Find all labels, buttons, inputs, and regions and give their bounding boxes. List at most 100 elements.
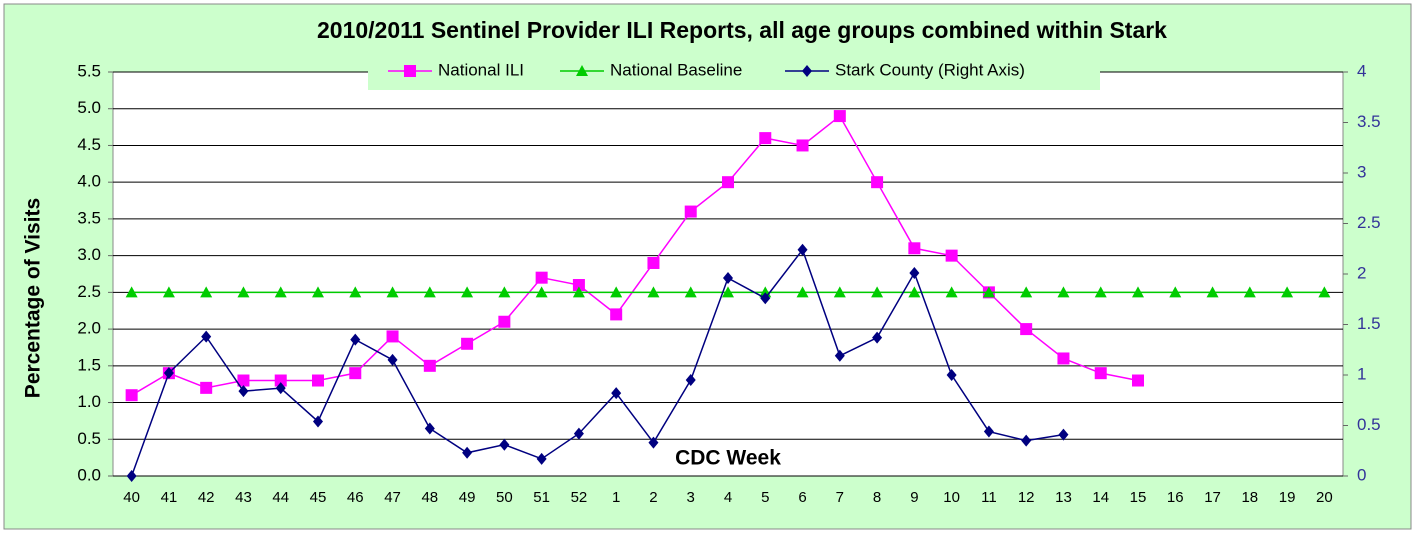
marker	[1020, 323, 1033, 336]
y-axis-label: Percentage of Visits	[22, 198, 45, 398]
marker	[684, 286, 697, 298]
x-tick-label: 2	[649, 489, 657, 506]
marker	[909, 266, 920, 279]
x-tick-label: 48	[421, 489, 438, 506]
marker	[722, 286, 734, 298]
marker	[946, 369, 957, 381]
marker	[572, 279, 585, 292]
x-tick-label: 3	[687, 489, 695, 506]
marker	[1094, 367, 1107, 380]
marker	[796, 286, 809, 298]
x-tick-label: 18	[1241, 489, 1258, 506]
marker	[423, 359, 436, 372]
marker	[871, 176, 884, 189]
x-tick-label: 17	[1204, 489, 1221, 506]
marker	[535, 286, 548, 298]
marker	[648, 436, 659, 449]
marker	[796, 139, 809, 152]
marker	[498, 315, 511, 328]
marker	[1094, 286, 1107, 298]
marker	[387, 353, 398, 366]
marker	[684, 205, 697, 218]
marker	[572, 286, 585, 298]
marker	[462, 446, 473, 459]
marker	[1206, 286, 1219, 298]
marker	[125, 286, 138, 298]
marker	[982, 286, 995, 298]
y2-tick-label: 1	[1357, 364, 1366, 383]
legend-marker	[576, 65, 588, 76]
marker	[201, 330, 212, 343]
marker	[610, 308, 623, 321]
marker	[1318, 286, 1331, 298]
marker	[685, 374, 696, 387]
marker	[1057, 286, 1070, 298]
marker	[945, 249, 958, 262]
x-tick-label: 16	[1167, 489, 1184, 506]
marker	[386, 330, 399, 343]
legend-label: National Baseline	[610, 60, 742, 79]
marker	[1281, 286, 1294, 298]
x-tick-label: 50	[496, 489, 513, 506]
legend-label: National ILI	[438, 60, 524, 79]
y2-tick-label: 0	[1357, 465, 1366, 484]
legend-box	[368, 54, 1100, 90]
x-tick-label: 52	[571, 489, 588, 506]
marker	[200, 381, 213, 394]
marker	[386, 286, 399, 298]
x-tick-label: 1	[612, 489, 620, 506]
x-tick-label: 12	[1018, 489, 1035, 506]
y-tick-label: 3.0	[77, 245, 101, 264]
y-tick-label: 1.0	[77, 392, 101, 411]
marker	[647, 256, 660, 269]
marker	[274, 286, 287, 298]
marker	[274, 374, 287, 387]
x-tick-label: 47	[384, 489, 401, 506]
marker	[1132, 374, 1144, 387]
marker	[872, 331, 883, 344]
marker	[833, 110, 846, 123]
y2-tick-label: 2.5	[1357, 213, 1381, 232]
y2-tick-label: 2	[1357, 263, 1366, 282]
x-tick-label: 5	[761, 489, 769, 506]
marker	[908, 242, 921, 255]
y2-tick-label: 3.5	[1357, 112, 1381, 131]
x-tick-label: 46	[347, 489, 364, 506]
marker	[1058, 428, 1069, 441]
x-tick-label: 45	[310, 489, 327, 506]
marker	[312, 286, 324, 298]
marker	[1169, 286, 1182, 298]
x-axis-label: CDC Week	[675, 447, 781, 470]
marker	[573, 427, 584, 440]
y2-tick-label: 1.5	[1357, 314, 1381, 333]
x-tick-label: 7	[836, 489, 844, 506]
y-tick-label: 5.0	[77, 98, 101, 117]
y2-tick-label: 0.5	[1357, 415, 1381, 434]
marker	[349, 286, 362, 298]
marker	[797, 243, 808, 256]
marker	[424, 422, 435, 435]
x-tick-label: 8	[873, 489, 881, 506]
marker	[162, 286, 175, 298]
marker	[461, 286, 474, 298]
marker	[461, 337, 474, 350]
x-tick-label: 13	[1055, 489, 1072, 506]
marker	[350, 333, 361, 346]
x-tick-label: 9	[910, 489, 918, 506]
y-tick-label: 4.5	[77, 135, 101, 154]
y-tick-label: 5.5	[77, 61, 101, 80]
y-tick-label: 2.0	[77, 319, 101, 338]
legend-marker	[802, 65, 812, 77]
marker	[499, 438, 510, 451]
y-tick-label: 3.5	[77, 208, 101, 227]
y-tick-label: 4.0	[77, 172, 101, 191]
x-tick-label: 15	[1130, 489, 1147, 506]
x-tick-label: 51	[533, 489, 550, 506]
marker	[349, 367, 362, 380]
chart-title: 2010/2011 Sentinel Provider ILI Reports,…	[317, 17, 1167, 43]
y-tick-label: 0.0	[77, 465, 101, 484]
legend-label: Stark County (Right Axis)	[835, 60, 1025, 79]
marker	[759, 132, 772, 145]
series-line	[131, 114, 1139, 396]
marker	[723, 272, 733, 285]
